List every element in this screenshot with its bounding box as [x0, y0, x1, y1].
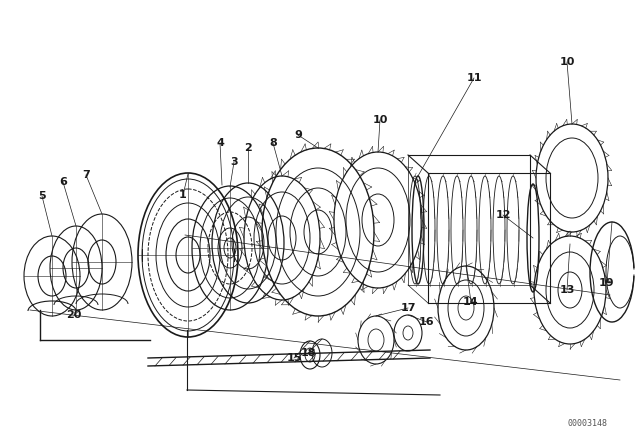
- Text: 2: 2: [244, 143, 252, 153]
- Text: 19: 19: [599, 278, 615, 288]
- Text: 20: 20: [67, 310, 82, 320]
- Text: 5: 5: [38, 191, 46, 201]
- Text: 00003148: 00003148: [568, 419, 608, 428]
- Text: 9: 9: [294, 130, 302, 140]
- Text: 10: 10: [559, 57, 575, 67]
- Text: 13: 13: [559, 285, 575, 295]
- Text: 7: 7: [82, 170, 90, 180]
- Text: 1: 1: [179, 190, 187, 200]
- Text: 18: 18: [300, 348, 316, 358]
- Text: 4: 4: [216, 138, 224, 148]
- Text: 12: 12: [495, 210, 511, 220]
- Text: 8: 8: [269, 138, 277, 148]
- Text: 6: 6: [59, 177, 67, 187]
- Text: 14: 14: [463, 297, 479, 307]
- Text: 10: 10: [372, 115, 388, 125]
- Text: 3: 3: [230, 157, 238, 167]
- Text: 11: 11: [467, 73, 482, 83]
- Text: 17: 17: [400, 303, 416, 313]
- Text: 16: 16: [419, 317, 435, 327]
- Text: 15: 15: [286, 353, 301, 363]
